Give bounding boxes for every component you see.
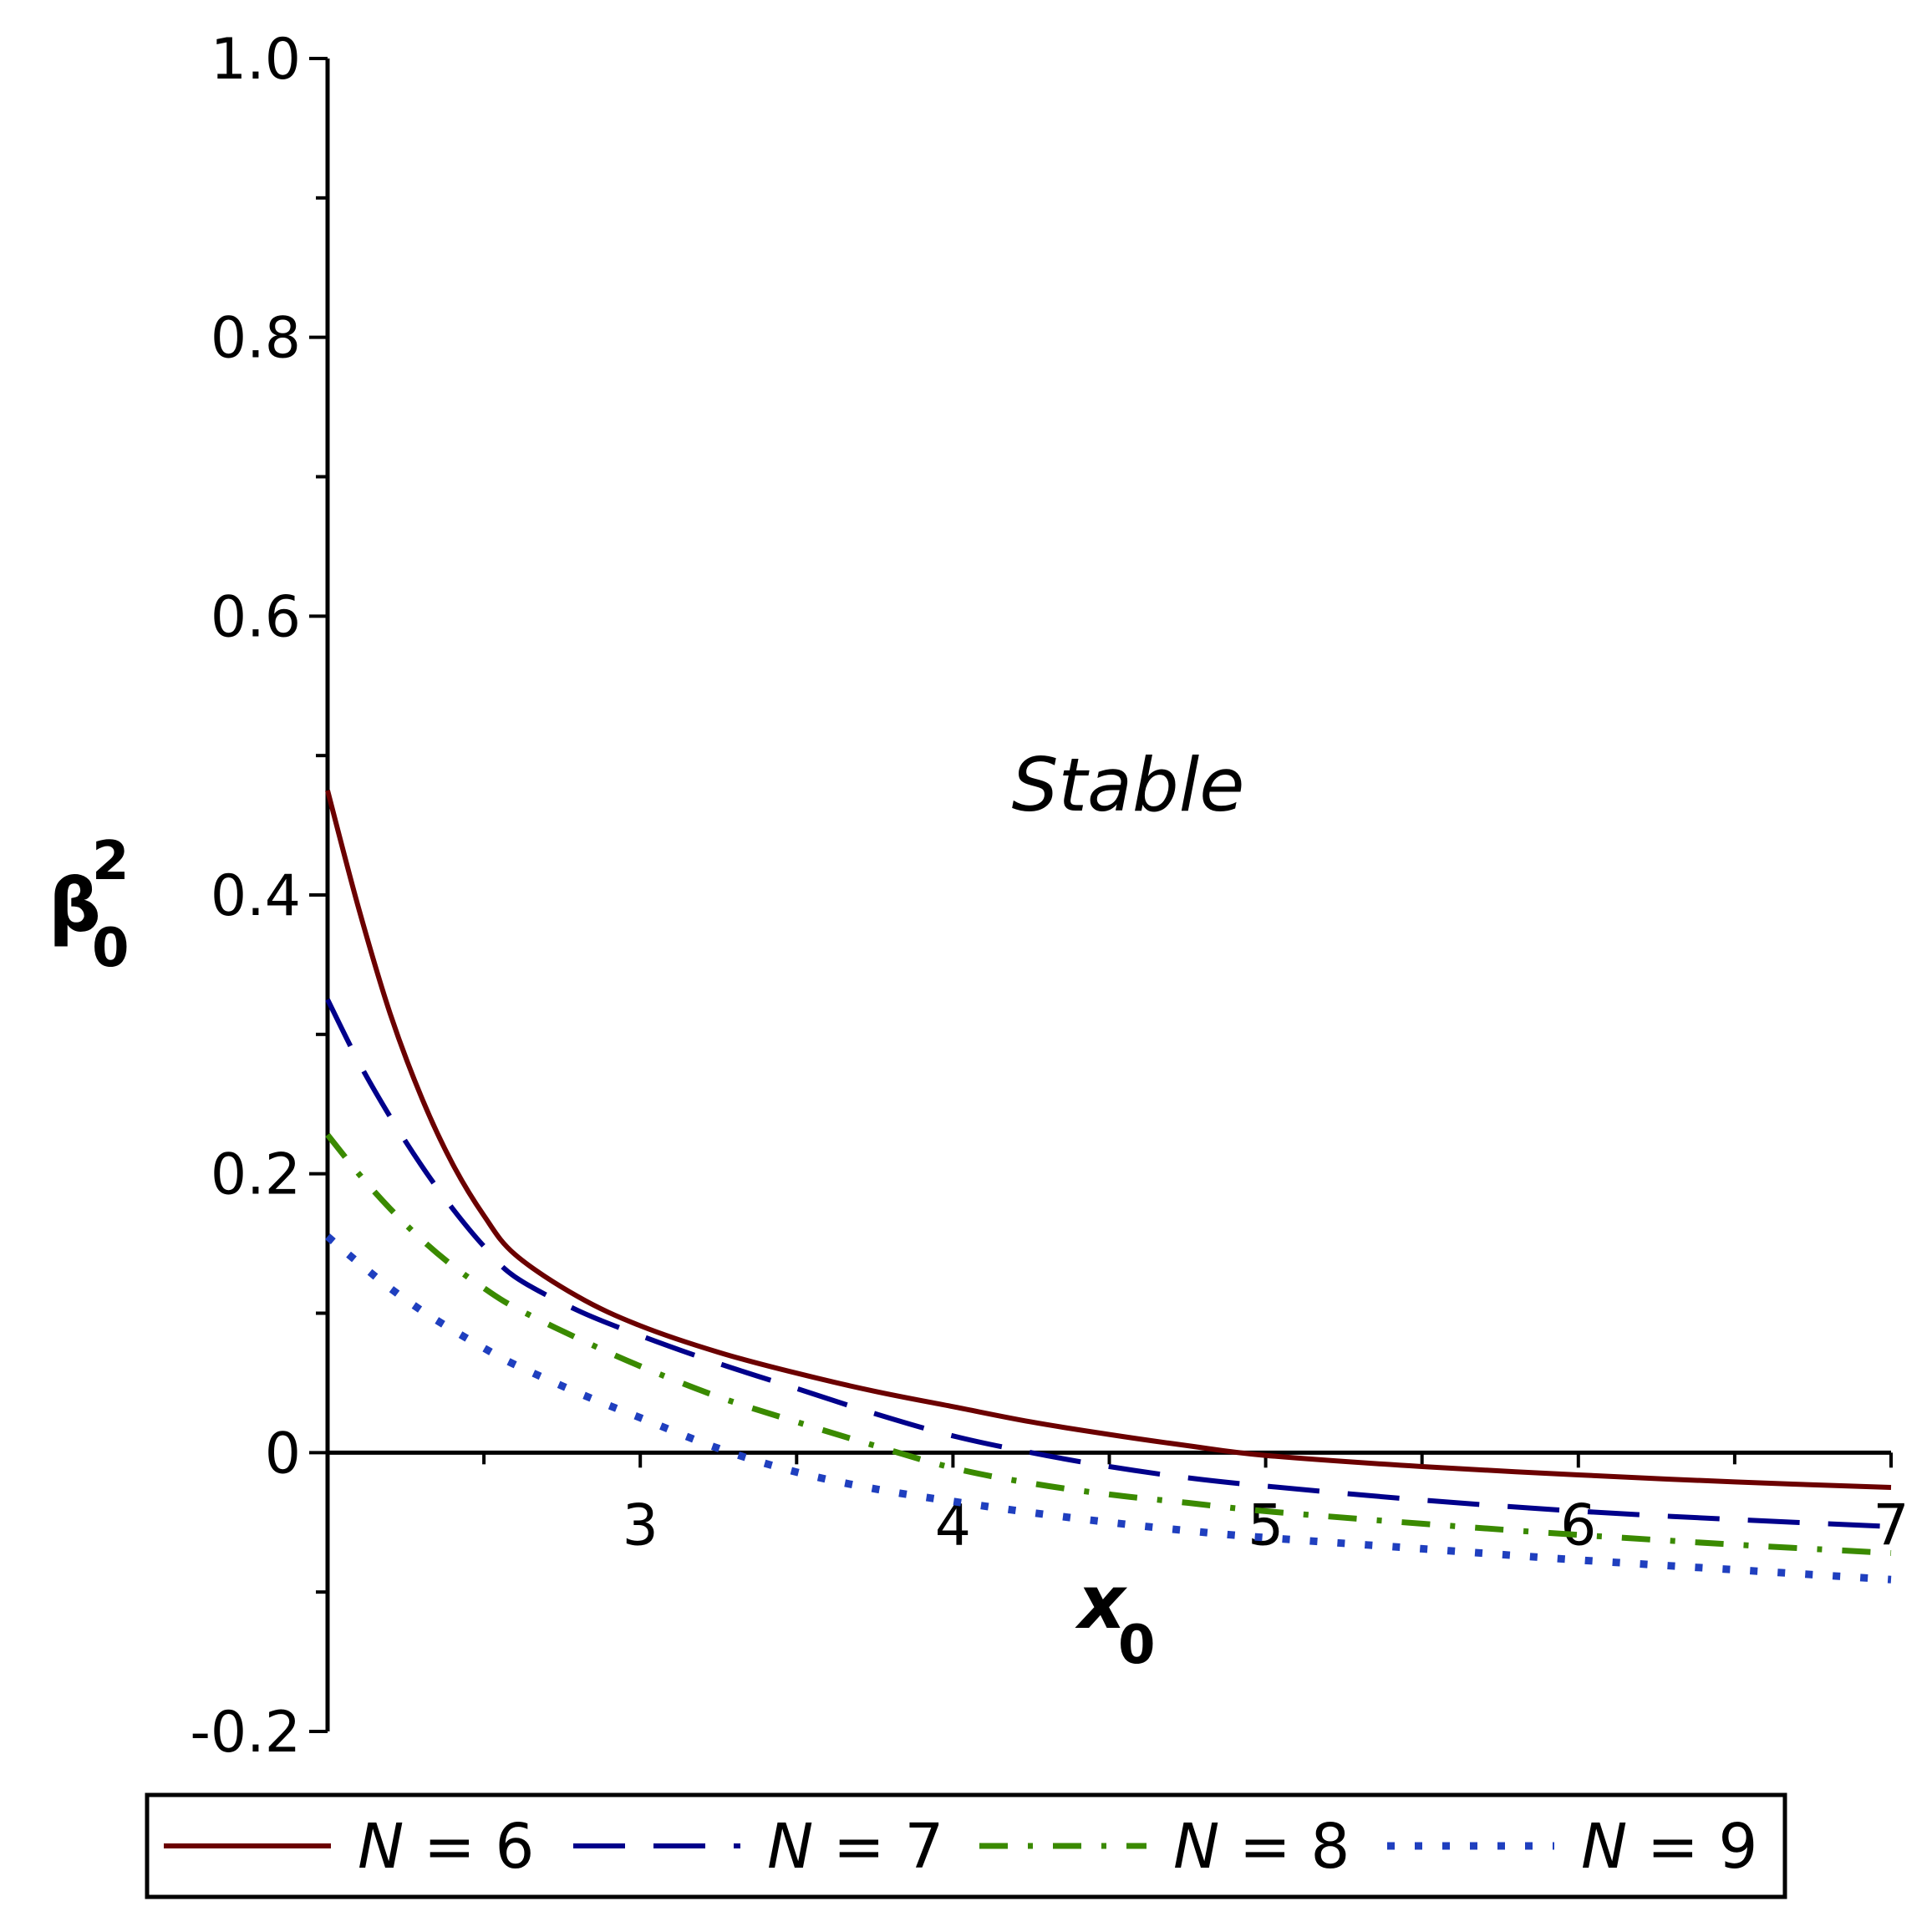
y-tick-label: -0.2 [190,1700,301,1766]
y-axis-title-symbol: β [48,862,101,948]
y-tick-label: 0.8 [211,306,301,372]
legend-box [145,1792,1787,1899]
x-tick-label: 6 [1560,1492,1596,1558]
axes: -0.200.20.40.60.81.03 4 5 6 7 [190,27,1909,1766]
y-axis-title-superscript: 2 [92,831,130,892]
legend-label-n8: N = 8 [1173,1811,1350,1883]
y-axis-title: β [48,862,101,948]
legend: N = 6 N = 7 N = 8 N = 9 [145,1792,1787,1899]
x-axis-title-subscript: 0 [1118,1614,1156,1676]
annotation-stable: Stable [1012,742,1245,828]
y-tick-label: 0.4 [211,863,301,929]
y-tick-label: 0 [265,1421,301,1487]
y-tick-label: 0.6 [211,584,301,650]
x-axis-title: x [1075,1559,1128,1645]
series-line-n6 [325,790,1892,1490]
series-layer [325,790,1892,1584]
x-tick-label: 4 [935,1492,971,1558]
series-line-n7 [325,998,1892,1529]
legend-label-n9: N = 9 [1581,1811,1758,1883]
legend-label-n7: N = 7 [767,1811,944,1883]
y-tick-label: 1.0 [211,27,301,93]
x-tick-label: 3 [623,1492,658,1558]
x-tick-label: 5 [1248,1492,1284,1558]
y-tick-label: 0.2 [211,1142,301,1208]
series-line-n8 [325,1132,1892,1556]
legend-label-n6: N = 6 [358,1811,535,1883]
y-axis-title-subscript: 0 [92,918,130,979]
